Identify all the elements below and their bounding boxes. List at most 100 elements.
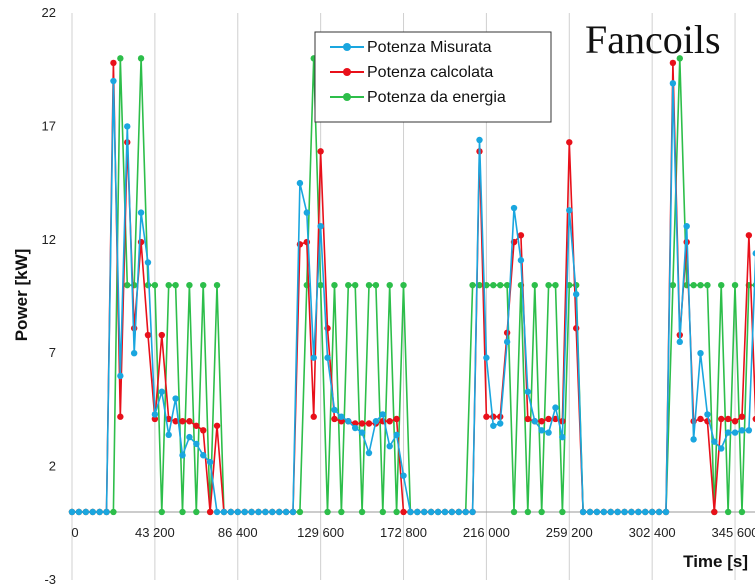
data-point <box>434 508 442 516</box>
data-point <box>358 508 366 516</box>
data-point <box>731 281 739 289</box>
data-point <box>718 445 725 452</box>
data-point <box>165 281 172 289</box>
data-point <box>82 508 90 516</box>
data-point <box>172 418 179 425</box>
data-point <box>572 325 580 332</box>
data-point <box>400 472 407 479</box>
y-axis-title: Power [kW] <box>12 249 31 342</box>
data-point <box>724 508 732 516</box>
chart-title: Fancoils <box>585 17 721 62</box>
y-tick-label: 22 <box>42 5 56 20</box>
data-point <box>697 350 704 357</box>
data-point <box>282 508 290 516</box>
data-point <box>351 281 359 289</box>
data-point <box>317 281 324 289</box>
x-axis-title: Time [s] <box>683 552 748 571</box>
data-point <box>483 413 490 420</box>
data-point <box>200 281 207 289</box>
data-point <box>441 508 449 516</box>
legend-label: Potenza Misurata <box>367 39 492 56</box>
data-point <box>151 281 159 289</box>
data-point <box>96 508 103 516</box>
x-tick-label: 86 400 <box>218 525 258 540</box>
data-point <box>220 508 228 516</box>
data-point <box>497 420 504 427</box>
data-point <box>531 418 538 425</box>
data-point <box>524 508 532 516</box>
data-point <box>662 508 670 516</box>
data-point <box>241 508 248 516</box>
data-point <box>386 442 393 450</box>
data-point <box>669 59 677 67</box>
data-point <box>510 204 518 212</box>
data-point <box>358 420 366 427</box>
data-point <box>503 338 511 346</box>
data-point <box>738 508 746 516</box>
data-point <box>669 281 677 289</box>
data-point <box>158 388 165 395</box>
legend-label: Potenza da energia <box>367 89 506 106</box>
x-tick-label: 302 400 <box>629 525 676 540</box>
data-point <box>731 418 739 425</box>
data-point <box>158 508 165 516</box>
data-point <box>545 429 552 436</box>
data-point <box>407 508 414 516</box>
data-point <box>393 508 400 516</box>
data-point <box>186 281 193 289</box>
data-point <box>697 281 704 289</box>
data-point <box>600 508 608 516</box>
x-tick-label: 43 200 <box>135 525 175 540</box>
y-tick-label: -3 <box>44 572 56 587</box>
data-point <box>393 431 400 439</box>
data-point <box>469 281 476 289</box>
data-point <box>144 281 152 289</box>
data-point <box>510 508 518 516</box>
data-point <box>213 422 221 429</box>
data-point <box>89 508 96 516</box>
data-point <box>711 438 718 445</box>
data-point <box>614 508 621 516</box>
data-point <box>538 508 545 516</box>
data-point <box>718 415 725 423</box>
data-point <box>206 508 214 516</box>
data-point <box>345 281 352 289</box>
data-point <box>165 431 172 439</box>
data-point <box>124 123 131 130</box>
data-point <box>545 281 552 289</box>
data-point <box>234 508 241 516</box>
data-point <box>572 291 580 298</box>
data-point <box>331 406 338 414</box>
data-point <box>117 413 124 420</box>
data-point <box>379 508 387 516</box>
data-point <box>738 413 746 420</box>
x-tick-label: 0 <box>71 525 78 540</box>
data-point <box>103 508 110 516</box>
y-tick-label: 12 <box>42 232 56 247</box>
data-point <box>358 429 366 436</box>
data-point <box>117 372 124 380</box>
data-point <box>386 281 393 289</box>
data-point <box>752 415 755 423</box>
data-point <box>538 427 545 434</box>
data-point <box>317 222 324 230</box>
data-point <box>351 420 359 427</box>
data-point <box>724 415 732 423</box>
data-point <box>365 281 373 289</box>
x-tick-label: 216 000 <box>463 525 510 540</box>
data-point <box>276 508 283 516</box>
data-point <box>552 281 559 289</box>
data-point <box>745 232 753 239</box>
data-point <box>310 354 317 361</box>
data-point <box>628 508 635 516</box>
data-point <box>372 418 380 425</box>
data-point <box>262 508 269 516</box>
y-tick-label: 2 <box>49 459 56 474</box>
data-point <box>144 259 152 266</box>
data-point <box>372 281 380 289</box>
data-point <box>400 281 407 289</box>
data-point <box>255 508 262 516</box>
data-point <box>338 413 345 420</box>
y-tick-label: 7 <box>49 345 56 360</box>
data-point <box>365 449 373 457</box>
